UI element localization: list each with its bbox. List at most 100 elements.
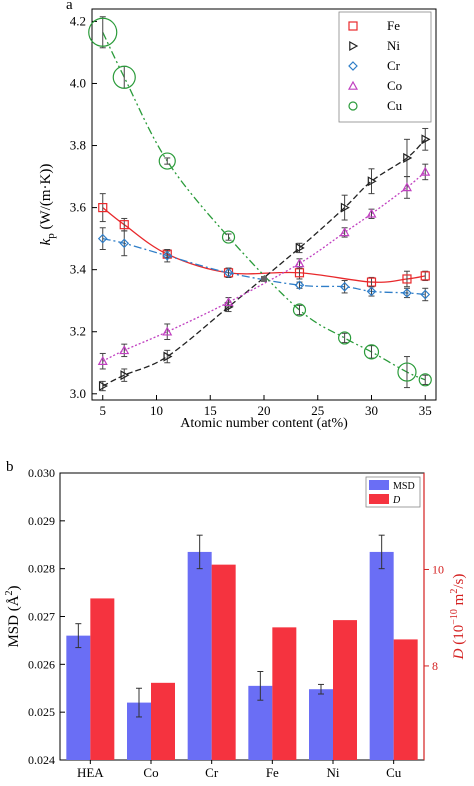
data-point-cu	[158, 152, 176, 170]
y-tick-label-a: 3.8	[70, 138, 86, 153]
panel-a: a 5 10 15 20 25 30 35 3.0 3.2 3.4 3.6 3.8 4.0 4.2 Fe N…	[38, 0, 437, 431]
bar-d	[151, 682, 175, 760]
y-axis-label-left-b-text: MSD (Å	[6, 595, 22, 647]
x-tick-label-a: 25	[311, 403, 324, 418]
bar-d	[272, 627, 297, 760]
fit-line-cr	[102, 237, 426, 296]
x-tick-label-b: Fe	[266, 765, 279, 780]
y-axis-label-a-unit: (W/(m·K))	[38, 164, 54, 234]
y-tick-label-a: 3.2	[70, 324, 86, 339]
x-tick-label-a: 10	[150, 403, 163, 418]
y-tick-label-a: 3.6	[70, 200, 87, 215]
data-point-ni	[163, 351, 173, 362]
data-point-cu	[397, 362, 417, 382]
bar-d	[393, 639, 418, 760]
y-axis-label-right-b-sup: 2	[449, 589, 460, 594]
fit-line-cu	[102, 31, 426, 381]
bar-group-fe	[248, 627, 297, 760]
y-axis-label-right-b-symbol: D	[451, 648, 467, 660]
bar-msd	[66, 635, 91, 760]
data-point-co	[420, 166, 431, 176]
data-point-co	[97, 355, 108, 366]
legend-label-msd: MSD	[393, 481, 415, 492]
y-tick-label-a: 3.4	[70, 262, 87, 277]
y-tick-label-left-b: 0.027	[28, 610, 55, 624]
series-cr	[97, 227, 431, 302]
y-axis-label-right-b-unit: (10	[451, 625, 467, 649]
data-point-cr	[162, 250, 173, 261]
data-point-co	[366, 208, 377, 218]
legend-label-cr: Cr	[387, 58, 401, 73]
data-point-cu	[88, 17, 118, 47]
y-tick-label-left-b: 0.028	[28, 562, 55, 576]
data-point-ni	[295, 242, 305, 253]
data-point-co	[162, 326, 173, 336]
x-tick-label-a: 20	[258, 403, 271, 418]
legend-swatch-d	[369, 494, 389, 504]
series-cu	[88, 16, 432, 389]
data-point-cr	[366, 286, 377, 297]
legend-label-ni: Ni	[387, 38, 400, 53]
bar-msd	[369, 551, 394, 760]
data-point-cu	[292, 303, 307, 317]
y-tick-label-right-b: 10	[432, 562, 444, 576]
x-tick-label-a: 35	[419, 403, 432, 418]
y-tick-label-a: 3.0	[70, 386, 86, 401]
data-point-co	[223, 297, 234, 307]
legend-label-d: D	[392, 495, 401, 506]
legend-a	[338, 11, 432, 123]
bar-group-cu	[369, 534, 418, 760]
y-tick-label-a: 4.2	[70, 13, 86, 28]
data-point-co	[294, 258, 305, 268]
legend-marker-cu	[348, 101, 358, 111]
legend-marker-co	[347, 80, 359, 90]
x-tick-label-b: Cu	[386, 765, 402, 780]
data-point-fe	[294, 268, 305, 278]
y-tick-label-left-b: 0.026	[28, 657, 55, 671]
bar-group-cr	[187, 534, 236, 760]
data-point-cu	[112, 65, 136, 89]
y-axis-label-right-b: D (10−10 m2/s)	[449, 574, 467, 661]
bar-group-ni	[309, 620, 357, 760]
data-point-co	[339, 227, 350, 237]
x-tick-label-a: 30	[365, 403, 378, 418]
y-axis-label-left-b: MSD (Å2)	[4, 585, 22, 647]
data-point-cr	[97, 233, 108, 244]
data-point-cr	[294, 280, 305, 291]
legend-label-co: Co	[387, 78, 402, 93]
data-point-fe	[402, 274, 412, 284]
data-point-ni	[367, 176, 377, 187]
data-point-cu	[363, 344, 380, 360]
data-point-fe	[366, 277, 377, 287]
y-tick-label-left-b: 0.025	[28, 705, 55, 719]
y-axis-label-right-b-mid: m	[451, 593, 467, 609]
panel-label-b: b	[6, 459, 14, 475]
y-axis-label-right-b-tail: /s)	[451, 574, 467, 589]
data-point-ni	[120, 370, 130, 381]
y-tick-label-a: 4.0	[70, 75, 86, 90]
y-tick-label-left-b: 0.029	[28, 514, 55, 528]
panel-label-a: a	[66, 0, 73, 13]
plot-frame-b	[59, 472, 425, 761]
bar-d	[211, 564, 236, 760]
data-point-fe	[420, 271, 430, 281]
bar-d	[90, 598, 115, 760]
data-point-ni	[98, 381, 108, 392]
bar-msd	[309, 689, 333, 760]
y-tick-label-right-b: 8	[432, 659, 438, 673]
x-tick-label-a: 5	[100, 403, 107, 418]
y-axis-label-a-subscript: p	[45, 233, 57, 239]
legend-marker-fe	[348, 21, 358, 31]
data-point-ni	[340, 202, 350, 213]
bar-group-co	[127, 682, 175, 760]
intersection-point	[261, 275, 267, 282]
fit-line-fe	[102, 207, 426, 283]
data-point-cu	[418, 373, 432, 387]
bar-d	[333, 620, 357, 760]
data-point-ni	[403, 152, 413, 163]
y-tick-label-left-b: 0.024	[28, 753, 55, 767]
y-axis-label-right-b-exp: −10	[449, 609, 460, 625]
y-axis-label-a-symbol: k	[38, 238, 54, 245]
fit-line-ni	[102, 138, 426, 387]
